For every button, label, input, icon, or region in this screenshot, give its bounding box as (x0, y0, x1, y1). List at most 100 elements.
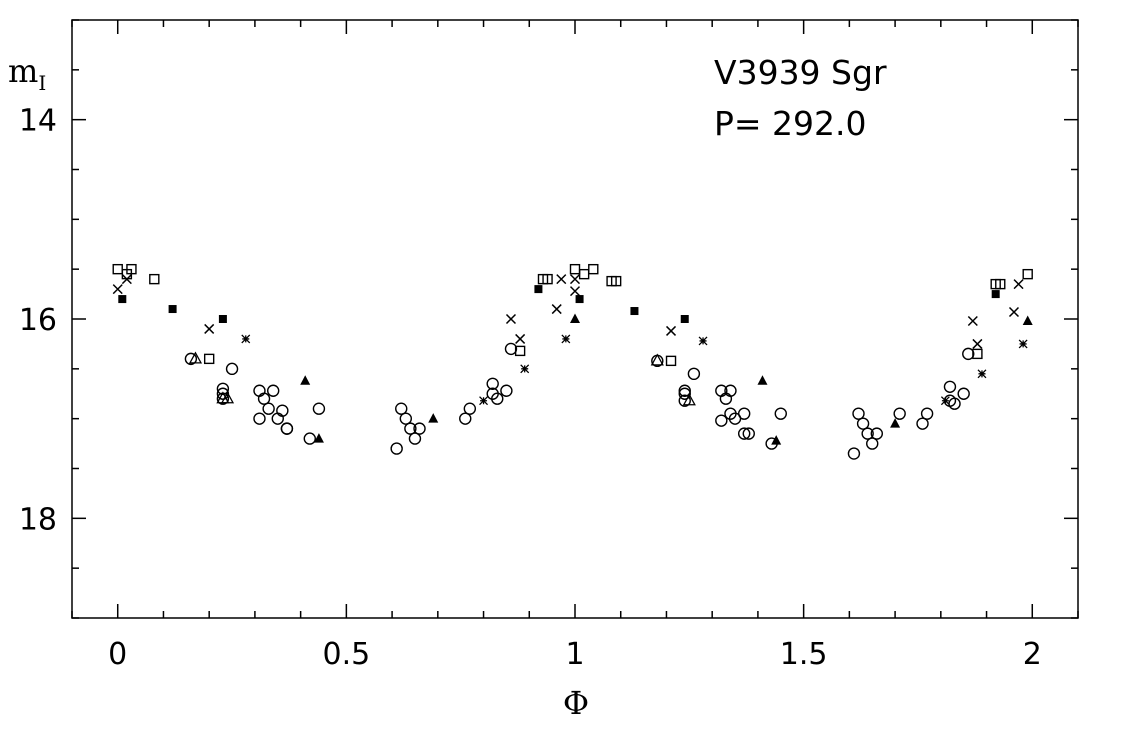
axis-ticks (71, 19, 1079, 619)
point-open-circle (262, 402, 275, 415)
point-cross (1013, 279, 1024, 290)
point-cross (121, 274, 132, 285)
axis-tick-labels: 0 0.5 1 1.5 2 14 16 18 (19, 104, 1042, 672)
point-cross (112, 284, 123, 295)
point-cross (967, 315, 978, 327)
point-open-square (126, 263, 137, 275)
point-open-circle (280, 422, 294, 435)
point-star (698, 336, 708, 346)
point-open-square (514, 345, 526, 357)
point-open-circle (742, 427, 755, 440)
point-open-circle (491, 392, 504, 405)
point-open-circle (678, 394, 691, 407)
point-filled-square (118, 295, 127, 304)
point-open-circle (724, 384, 737, 397)
point-open-circle (184, 352, 198, 366)
point-filled-square (680, 315, 689, 323)
point-open-circle (390, 442, 403, 455)
point-open-circle (413, 422, 426, 435)
point-open-circle (737, 427, 751, 440)
point-open-square (569, 263, 581, 275)
point-open-circle (459, 412, 472, 425)
point-cross (515, 333, 526, 344)
point-cross (204, 323, 215, 334)
point-open-triangle (188, 351, 203, 364)
point-open-circle (504, 342, 518, 356)
point-cross (556, 274, 567, 285)
point-open-circle (257, 392, 271, 405)
point-star (977, 369, 987, 379)
point-open-square (112, 263, 123, 275)
point-open-square (203, 353, 215, 365)
point-cross (505, 313, 517, 325)
point-open-triangle (682, 393, 696, 406)
point-open-circle (276, 404, 289, 417)
point-open-triangle (220, 391, 235, 404)
point-open-square (610, 275, 622, 287)
point-open-circle (916, 417, 929, 430)
point-open-circle (920, 407, 934, 420)
point-open-square (1022, 268, 1033, 280)
point-filled-square (630, 307, 639, 316)
point-open-circle (312, 402, 326, 415)
point-open-square (578, 268, 590, 280)
point-open-circle (856, 417, 870, 430)
point-open-circle (216, 382, 230, 395)
point-open-square (995, 278, 1006, 290)
point-open-circle (500, 384, 513, 397)
x-axis-label: Φ (563, 684, 589, 722)
point-open-circle (774, 407, 787, 420)
point-open-circle (847, 447, 861, 460)
period-annotation: P= 292.0 (714, 104, 867, 143)
point-star (241, 334, 251, 344)
y-axis-label-main: m (8, 52, 38, 90)
point-open-square (588, 263, 599, 275)
x-tick-label: 2 (1023, 637, 1042, 672)
x-tick-label: 1.5 (780, 637, 828, 672)
point-open-circle (687, 367, 701, 381)
point-open-circle (404, 422, 417, 435)
point-open-circle (962, 347, 975, 361)
data-points (112, 263, 1033, 460)
point-star (1018, 339, 1028, 349)
point-open-circle (486, 377, 499, 390)
point-open-circle (866, 437, 879, 450)
point-open-circle (395, 402, 408, 415)
point-open-circle (408, 432, 422, 445)
point-open-circle (852, 407, 865, 420)
point-open-circle (678, 387, 691, 400)
point-open-square (542, 273, 553, 285)
point-filled-triangle (890, 418, 901, 428)
point-filled-square (218, 315, 227, 323)
x-tick-label: 0.5 (323, 637, 371, 672)
point-open-circle (225, 362, 239, 376)
point-star (561, 334, 571, 344)
point-filled-triangle (300, 375, 311, 385)
point-open-circle (399, 412, 413, 425)
point-open-circle (737, 407, 751, 420)
y-tick-label: 16 (19, 303, 57, 338)
x-tick-label: 1 (565, 637, 584, 672)
point-star (479, 396, 489, 406)
point-open-square (149, 273, 160, 285)
point-filled-triangle (570, 313, 580, 323)
y-tick-label: 14 (19, 104, 57, 139)
point-open-triangle (650, 353, 664, 366)
y-axis-label-subscript: I (38, 71, 46, 95)
point-star (940, 396, 950, 406)
point-cross (569, 274, 581, 285)
point-open-square (665, 355, 677, 367)
point-open-circle (267, 384, 280, 397)
point-open-circle (943, 380, 957, 393)
point-filled-triangle (428, 413, 439, 423)
point-open-circle (303, 432, 316, 445)
point-filled-square (168, 305, 177, 314)
point-open-circle (957, 387, 970, 400)
point-filled-triangle (1022, 315, 1033, 325)
point-filled-square (534, 285, 543, 294)
star-name-annotation: V3939 Sgr (714, 53, 887, 92)
point-filled-triangle (771, 435, 782, 445)
point-open-square (972, 348, 983, 360)
point-open-circle (463, 402, 477, 415)
